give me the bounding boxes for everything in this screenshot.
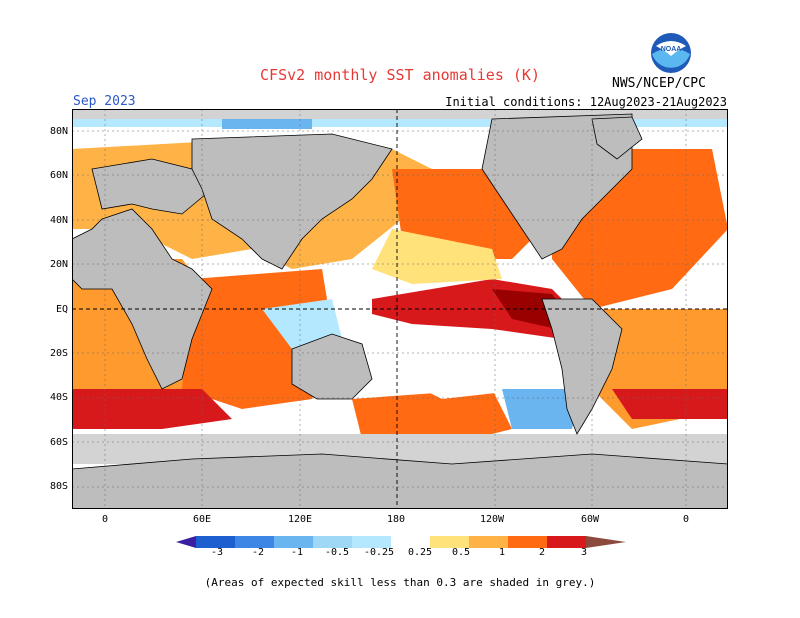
lat-label: EQ — [55, 304, 68, 315]
europe-landmass — [91, 158, 213, 215]
lon-label: 120E — [287, 514, 313, 525]
colorbar-segment — [235, 536, 274, 548]
initial-conditions: Initial conditions: 12Aug2023-21Aug2023 — [445, 95, 727, 109]
greenland-landmass — [591, 116, 643, 160]
north-america-landmass — [481, 113, 633, 260]
antarctica-landmass — [72, 453, 728, 509]
lon-label: 60E — [192, 514, 212, 525]
colorbar-segment — [430, 536, 469, 548]
colorbar-segment — [313, 536, 352, 548]
colorbar — [176, 536, 626, 548]
cool-region — [402, 339, 532, 399]
lat-label: 80S — [49, 481, 68, 492]
lat-label: 60S — [49, 437, 68, 448]
lat-label: 40S — [49, 392, 68, 403]
valid-month: Sep 2023 — [73, 94, 136, 109]
colorbar-label: 2 — [538, 547, 546, 558]
asia-landmass — [191, 133, 393, 270]
cool-region — [502, 389, 582, 429]
colorbar-segment — [391, 536, 430, 548]
lat-label: 20N — [49, 259, 68, 270]
lon-label: 0 — [682, 514, 690, 525]
lat-label: 40N — [49, 215, 68, 226]
australia-landmass — [291, 333, 373, 400]
lon-label: 180 — [386, 514, 406, 525]
colorbar-segment — [352, 536, 391, 548]
lon-label: 120W — [479, 514, 505, 525]
colorbar-segment — [196, 536, 235, 548]
colorbar-segment — [547, 536, 586, 548]
colorbar-label: -3 — [210, 547, 224, 558]
cool-region — [372, 229, 502, 284]
colorbar-label: 3 — [580, 547, 588, 558]
colorbar-label: -0.5 — [324, 547, 350, 558]
lon-label: 0 — [101, 514, 109, 525]
lat-label: 60N — [49, 170, 68, 181]
noaa-logo: NOAA — [651, 33, 691, 73]
colorbar-segment — [508, 536, 547, 548]
colorbar-label: 0.5 — [451, 547, 471, 558]
colorbar-label: -2 — [251, 547, 265, 558]
low-skill-band — [72, 109, 728, 119]
sst-anomaly-map — [72, 109, 728, 509]
footnote: (Areas of expected skill less than 0.3 a… — [204, 576, 596, 589]
south-america-landmass — [541, 298, 623, 435]
organization-label: NWS/NCEP/CPC — [612, 76, 706, 91]
svg-text:NOAA: NOAA — [661, 46, 682, 53]
colorbar-end-right — [586, 536, 626, 548]
chart-title: CFSv2 monthly SST anomalies (K) — [260, 66, 540, 84]
lat-label: 80N — [49, 126, 68, 137]
warm-region — [612, 389, 728, 419]
colorbar-label: 0.25 — [407, 547, 433, 558]
lat-label: 20S — [49, 348, 68, 359]
cool-region — [262, 299, 342, 349]
colorbar-label: -0.25 — [363, 547, 395, 558]
colorbar-end-left — [176, 536, 196, 548]
colorbar-label: 1 — [498, 547, 506, 558]
colorbar-segment — [469, 536, 508, 548]
warm-region — [72, 389, 232, 429]
colorbar-label: -1 — [290, 547, 304, 558]
lon-label: 60W — [580, 514, 600, 525]
colorbar-segment — [274, 536, 313, 548]
africa-landmass — [72, 208, 213, 390]
